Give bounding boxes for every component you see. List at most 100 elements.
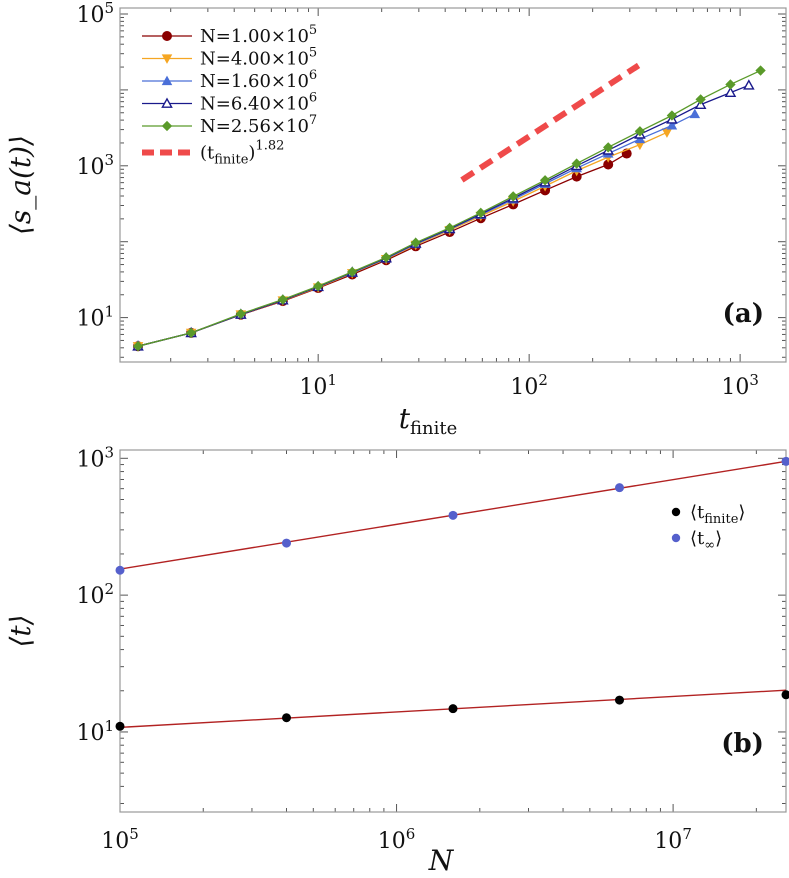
a-x-tick-label-mantissa: 10 — [721, 375, 749, 400]
a-legend-fit-label-exp: 1.82 — [255, 139, 284, 154]
b-x-tick-label-mantissa: 10 — [101, 829, 129, 854]
legend-prefix: N=6.40×10 — [200, 94, 309, 115]
a-legend-fit-label-base: (t — [200, 143, 215, 164]
a-legend-fit-label: (tfinite)1.82 — [200, 139, 284, 168]
b-point-tinf — [115, 565, 125, 575]
a-x-axis-label-sub: finite — [410, 418, 457, 439]
b-legend-marker-tinf — [671, 533, 681, 543]
b-y-tick-label-exponent: 1 — [104, 717, 114, 735]
a-point-n5 — [603, 142, 614, 153]
legend-prefix: N=2.56×10 — [200, 116, 309, 137]
b-plot-frame — [119, 449, 787, 813]
b-x-tick-label-exponent: 6 — [406, 825, 416, 843]
b-legend-label-tfin-tail: ⟩ — [738, 502, 745, 523]
b-y-tick-label-mantissa: 10 — [76, 721, 104, 746]
a-legend-label-n5: N=2.56×107 — [200, 113, 317, 137]
a-legend-marker-n3 — [161, 75, 173, 86]
a-y-tick-label: 105 — [76, 0, 114, 28]
b-point-tfin — [781, 690, 789, 700]
b-point-tfin — [115, 721, 125, 731]
a-legend-marker-n2 — [161, 54, 173, 64]
legend-exp: 7 — [309, 113, 317, 128]
b-legend-label-tinf-sub: ∞ — [704, 538, 715, 553]
a-x-tick-label: 102 — [510, 371, 548, 400]
b-x-tick-label: 107 — [654, 825, 692, 854]
b-point-tinf — [615, 483, 624, 493]
a-point-n5 — [725, 79, 736, 90]
b-x-tick-label: 105 — [101, 825, 139, 854]
b-x-tick-label-exponent: 7 — [682, 825, 692, 843]
a-point-n5 — [695, 94, 706, 105]
b-y-tick-label: 102 — [76, 580, 114, 609]
a-point-n5 — [539, 175, 551, 186]
a-y-tick-label-mantissa: 10 — [76, 307, 104, 332]
b-y-tick-label-exponent: 3 — [104, 443, 114, 461]
a-legend-label-n1: N=1.00×105 — [200, 23, 317, 47]
a-y-tick-label: 101 — [76, 303, 114, 332]
a-legend-label-n4: N=6.40×106 — [200, 91, 317, 115]
a-point-n5 — [410, 237, 421, 248]
b-x-tick-label-mantissa: 10 — [378, 829, 406, 854]
b-y-tick-label: 103 — [76, 443, 114, 472]
b-point-tfin — [448, 704, 458, 714]
legend-exp: 5 — [309, 23, 317, 38]
b-y-tick-label-exponent: 2 — [104, 580, 114, 598]
b-y-tick-label: 101 — [76, 717, 114, 746]
panel-a: 101 102 103101103105tfinite⟨s_a(t)⟩N=1.00×… — [4, 0, 787, 439]
a-x-axis-label: tfinite — [399, 402, 458, 439]
legend-prefix: N=4.00×10 — [200, 49, 309, 70]
a-point-n4 — [724, 86, 737, 98]
a-legend-label-n3: N=1.60×106 — [200, 68, 317, 92]
a-legend-marker-n4 — [161, 97, 173, 108]
a-point-n5 — [475, 207, 486, 219]
legend-exp: 6 — [309, 68, 317, 83]
b-legend-label-tfin-sub: finite — [704, 512, 738, 527]
b-point-tfin — [615, 695, 624, 705]
a-legend-fit-label-tail: ) — [248, 143, 255, 164]
b-panel-label: (b) — [721, 729, 764, 759]
a-legend-label-n2: N=4.00×105 — [200, 46, 317, 70]
a-y-axis-label: ⟨s_a(t)⟩ — [4, 135, 37, 235]
a-x-tick-label: 103 — [721, 371, 759, 400]
a-panel-label: (a) — [723, 299, 764, 329]
b-x-tick-label: 106 — [378, 825, 416, 854]
a-x-tick-label-mantissa: 10 — [299, 375, 327, 400]
b-x-tick-label-mantissa: 10 — [654, 829, 682, 854]
a-point-n5 — [755, 65, 766, 76]
a-point-n5 — [313, 280, 324, 292]
b-x-axis-label: N — [428, 844, 455, 877]
a-point-n2 — [661, 128, 673, 138]
legend-exp: 5 — [309, 46, 317, 61]
a-point-n3 — [689, 108, 701, 119]
a-y-tick-label-exponent: 1 — [104, 303, 114, 321]
b-y-axis-label: ⟨t⟩ — [4, 614, 37, 647]
a-x-tick-label-mantissa: 10 — [510, 375, 538, 400]
a-y-tick-label-mantissa: 10 — [76, 155, 104, 180]
legend-prefix: N=1.00×10 — [200, 26, 309, 47]
a-y-tick-label: 103 — [76, 151, 114, 180]
legend-prefix: N=1.60×10 — [200, 71, 309, 92]
b-y-tick-label-mantissa: 10 — [76, 584, 104, 609]
a-x-tick-label-exponent: 2 — [538, 371, 548, 389]
a-point-n5 — [185, 327, 197, 338]
a-legend-marker-n5 — [161, 120, 173, 132]
a-point-n5 — [235, 308, 247, 320]
a-y-tick-label-mantissa: 10 — [76, 3, 104, 28]
a-point-n5 — [634, 126, 646, 137]
a-point-n5 — [508, 191, 519, 202]
b-legend-label-tfin-base: ⟨t — [690, 502, 705, 523]
a-y-tick-label-exponent: 3 — [104, 151, 114, 169]
legend-exp: 6 — [309, 91, 317, 106]
a-point-n5 — [571, 158, 582, 169]
a-point-n3 — [666, 120, 678, 130]
a-x-axis-label-t: t — [399, 402, 411, 435]
a-y-tick-label-exponent: 5 — [104, 0, 114, 17]
a-plot-frame — [119, 7, 787, 363]
a-point-n5 — [666, 110, 678, 121]
a-x-tick-label-exponent: 1 — [327, 371, 337, 389]
a-point-n5 — [347, 266, 358, 278]
a-x-tick-label-exponent: 3 — [749, 371, 759, 389]
b-legend-marker-tfin — [671, 507, 681, 517]
